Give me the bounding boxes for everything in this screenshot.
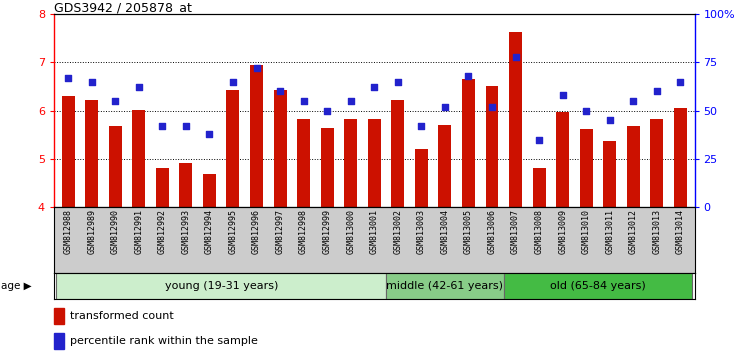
Point	[392, 79, 404, 85]
Bar	[226, 90, 239, 207]
Bar	[556, 112, 569, 207]
Point	[227, 79, 239, 85]
Bar	[650, 119, 663, 207]
Point	[533, 137, 545, 142]
Text: GSM812989: GSM812989	[87, 209, 96, 254]
Text: GSM813009: GSM813009	[558, 209, 567, 254]
FancyBboxPatch shape	[386, 273, 504, 299]
Point	[274, 88, 286, 94]
Point	[298, 98, 310, 104]
Bar	[250, 65, 263, 207]
Text: GDS3942 / 205878_at: GDS3942 / 205878_at	[54, 1, 192, 14]
Bar	[485, 86, 499, 207]
Bar	[439, 125, 452, 207]
Bar	[580, 129, 592, 207]
Text: GSM813013: GSM813013	[652, 209, 662, 254]
Bar	[274, 90, 286, 207]
Text: GSM813014: GSM813014	[676, 209, 685, 254]
Text: GSM813004: GSM813004	[440, 209, 449, 254]
FancyBboxPatch shape	[504, 273, 692, 299]
Text: GSM813000: GSM813000	[346, 209, 355, 254]
Text: GSM812988: GSM812988	[64, 209, 73, 254]
Bar	[297, 119, 310, 207]
Bar	[179, 163, 192, 207]
Bar	[532, 167, 545, 207]
Point	[156, 123, 168, 129]
Text: GSM813006: GSM813006	[488, 209, 496, 254]
Bar	[368, 119, 381, 207]
Text: GSM813005: GSM813005	[464, 209, 473, 254]
Text: GSM812994: GSM812994	[205, 209, 214, 254]
FancyBboxPatch shape	[56, 273, 386, 299]
Point	[486, 104, 498, 110]
Point	[345, 98, 357, 104]
Point	[509, 54, 521, 59]
Text: GSM813008: GSM813008	[535, 209, 544, 254]
Bar	[392, 100, 404, 207]
Point	[110, 98, 122, 104]
Text: GSM813001: GSM813001	[370, 209, 379, 254]
Point	[651, 88, 663, 94]
Point	[368, 85, 380, 90]
Text: GSM812999: GSM812999	[322, 209, 332, 254]
Point	[203, 131, 215, 137]
Text: GSM813002: GSM813002	[393, 209, 402, 254]
Text: GSM812991: GSM812991	[134, 209, 143, 254]
Text: GSM812992: GSM812992	[158, 209, 166, 254]
Point	[604, 118, 616, 123]
Bar	[415, 149, 428, 207]
Point	[674, 79, 686, 85]
Bar	[321, 127, 334, 207]
Text: GSM812990: GSM812990	[111, 209, 120, 254]
Text: GSM812995: GSM812995	[229, 209, 238, 254]
Point	[439, 104, 451, 110]
Bar	[109, 126, 122, 207]
Bar	[627, 126, 640, 207]
Point	[251, 65, 262, 71]
Text: GSM813007: GSM813007	[511, 209, 520, 254]
Point	[133, 85, 145, 90]
Text: age ▶: age ▶	[1, 281, 32, 291]
Point	[580, 108, 592, 113]
Bar	[62, 96, 74, 207]
Bar	[344, 119, 357, 207]
Text: GSM812997: GSM812997	[275, 209, 284, 254]
Text: old (65-84 years): old (65-84 years)	[550, 281, 646, 291]
Bar	[86, 100, 98, 207]
Text: GSM812993: GSM812993	[182, 209, 190, 254]
Text: GSM812998: GSM812998	[299, 209, 308, 254]
Text: young (19-31 years): young (19-31 years)	[164, 281, 278, 291]
Bar	[603, 141, 616, 207]
Bar	[509, 33, 522, 207]
Point	[62, 75, 74, 81]
Text: GSM813003: GSM813003	[417, 209, 426, 254]
Text: GSM812996: GSM812996	[252, 209, 261, 254]
Bar	[156, 167, 169, 207]
Bar	[462, 79, 475, 207]
Point	[180, 123, 192, 129]
Point	[416, 123, 428, 129]
Point	[627, 98, 639, 104]
Bar	[203, 174, 216, 207]
Bar	[132, 110, 146, 207]
Text: GSM813011: GSM813011	[605, 209, 614, 254]
Point	[321, 108, 333, 113]
Bar	[674, 108, 687, 207]
Text: percentile rank within the sample: percentile rank within the sample	[70, 336, 258, 346]
Point	[86, 79, 98, 85]
Text: GSM813012: GSM813012	[628, 209, 638, 254]
Text: transformed count: transformed count	[70, 311, 173, 321]
Point	[556, 92, 568, 98]
Text: middle (42-61 years): middle (42-61 years)	[386, 281, 503, 291]
Point	[463, 73, 475, 79]
Text: GSM813010: GSM813010	[582, 209, 591, 254]
